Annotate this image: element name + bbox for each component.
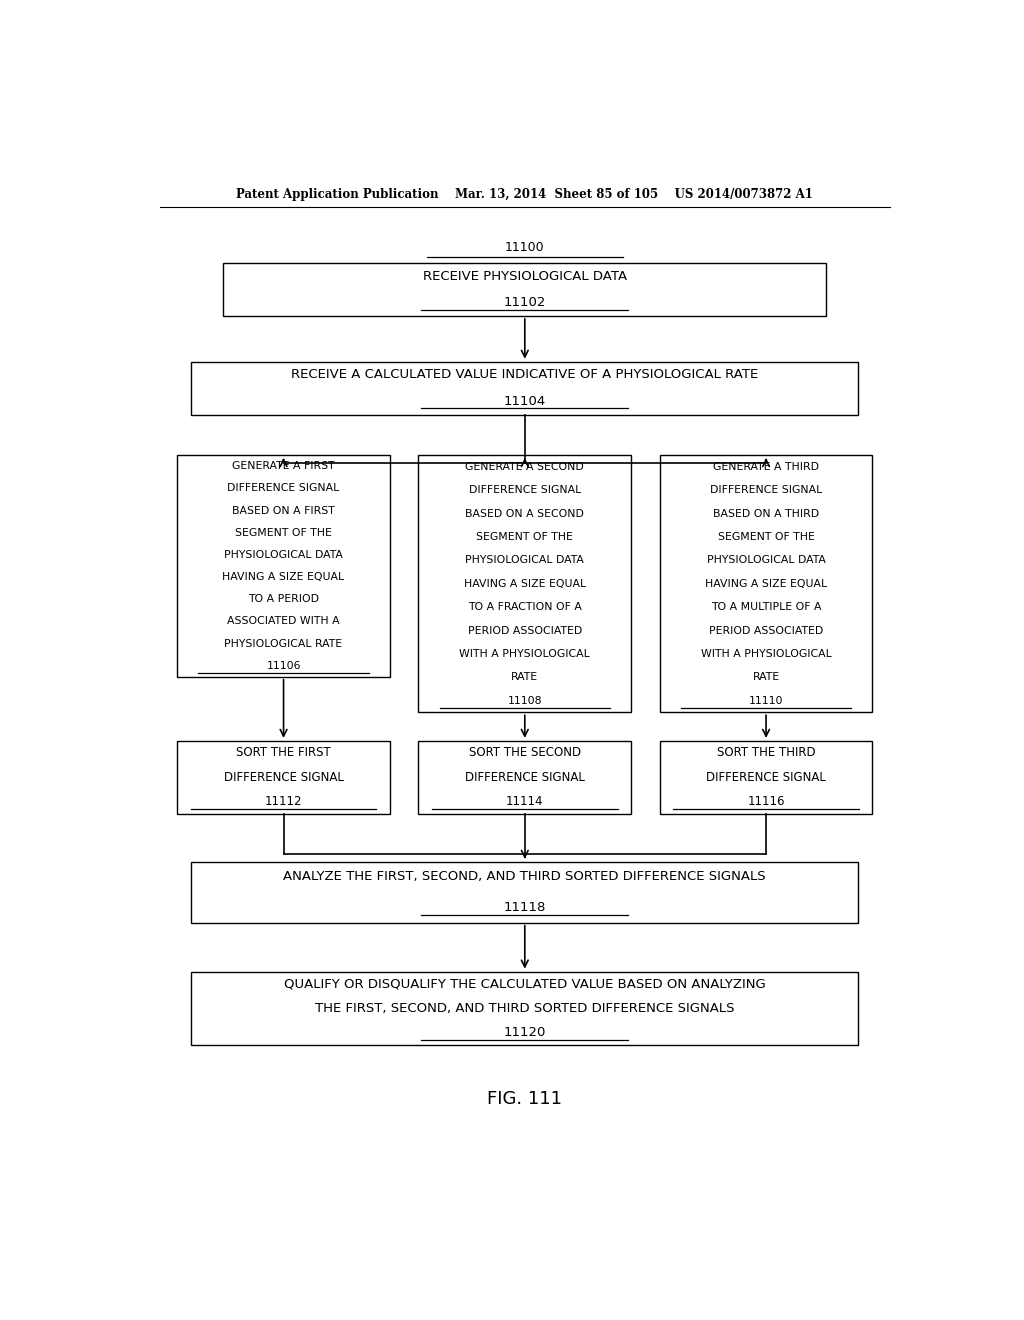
Text: DIFFERENCE SIGNAL: DIFFERENCE SIGNAL bbox=[223, 771, 343, 784]
Text: RATE: RATE bbox=[511, 672, 539, 682]
Text: GENERATE A THIRD: GENERATE A THIRD bbox=[713, 462, 819, 471]
FancyBboxPatch shape bbox=[177, 455, 390, 677]
Text: 11106: 11106 bbox=[266, 661, 301, 671]
Text: SORT THE FIRST: SORT THE FIRST bbox=[237, 747, 331, 759]
Text: 11100: 11100 bbox=[505, 242, 545, 255]
Text: SORT THE THIRD: SORT THE THIRD bbox=[717, 747, 815, 759]
Text: PHYSIOLOGICAL DATA: PHYSIOLOGICAL DATA bbox=[224, 550, 343, 560]
Text: FIG. 111: FIG. 111 bbox=[487, 1089, 562, 1107]
Text: GENERATE A SECOND: GENERATE A SECOND bbox=[466, 462, 584, 471]
Text: HAVING A SIZE EQUAL: HAVING A SIZE EQUAL bbox=[705, 578, 827, 589]
Text: RECEIVE PHYSIOLOGICAL DATA: RECEIVE PHYSIOLOGICAL DATA bbox=[423, 269, 627, 282]
Text: DIFFERENCE SIGNAL: DIFFERENCE SIGNAL bbox=[710, 486, 822, 495]
Text: 11120: 11120 bbox=[504, 1026, 546, 1039]
Text: WITH A PHYSIOLOGICAL: WITH A PHYSIOLOGICAL bbox=[460, 649, 590, 659]
Text: 11116: 11116 bbox=[748, 795, 784, 808]
Text: TO A MULTIPLE OF A: TO A MULTIPLE OF A bbox=[711, 602, 821, 612]
Text: SEGMENT OF THE: SEGMENT OF THE bbox=[718, 532, 814, 543]
FancyBboxPatch shape bbox=[419, 455, 631, 713]
Text: PHYSIOLOGICAL DATA: PHYSIOLOGICAL DATA bbox=[707, 556, 825, 565]
Text: BASED ON A SECOND: BASED ON A SECOND bbox=[465, 508, 585, 519]
Text: 11102: 11102 bbox=[504, 296, 546, 309]
Text: BASED ON A THIRD: BASED ON A THIRD bbox=[713, 508, 819, 519]
Text: 11114: 11114 bbox=[506, 795, 544, 808]
FancyBboxPatch shape bbox=[419, 741, 631, 814]
FancyBboxPatch shape bbox=[659, 741, 872, 814]
Text: SEGMENT OF THE: SEGMENT OF THE bbox=[476, 532, 573, 543]
FancyBboxPatch shape bbox=[191, 362, 858, 414]
Text: TO A FRACTION OF A: TO A FRACTION OF A bbox=[468, 602, 582, 612]
Text: QUALIFY OR DISQUALIFY THE CALCULATED VALUE BASED ON ANALYZING: QUALIFY OR DISQUALIFY THE CALCULATED VAL… bbox=[284, 977, 766, 990]
Text: DIFFERENCE SIGNAL: DIFFERENCE SIGNAL bbox=[465, 771, 585, 784]
Text: 11118: 11118 bbox=[504, 902, 546, 913]
Text: GENERATE A FIRST: GENERATE A FIRST bbox=[232, 461, 335, 471]
Text: BASED ON A FIRST: BASED ON A FIRST bbox=[232, 506, 335, 516]
Text: DIFFERENCE SIGNAL: DIFFERENCE SIGNAL bbox=[707, 771, 826, 784]
Text: PHYSIOLOGICAL DATA: PHYSIOLOGICAL DATA bbox=[465, 556, 585, 565]
Text: DIFFERENCE SIGNAL: DIFFERENCE SIGNAL bbox=[469, 486, 581, 495]
Text: 11110: 11110 bbox=[749, 696, 783, 706]
Text: HAVING A SIZE EQUAL: HAVING A SIZE EQUAL bbox=[464, 578, 586, 589]
FancyBboxPatch shape bbox=[191, 972, 858, 1044]
Text: ASSOCIATED WITH A: ASSOCIATED WITH A bbox=[227, 616, 340, 627]
Text: DIFFERENCE SIGNAL: DIFFERENCE SIGNAL bbox=[227, 483, 340, 494]
Text: SORT THE SECOND: SORT THE SECOND bbox=[469, 747, 581, 759]
Text: PERIOD ASSOCIATED: PERIOD ASSOCIATED bbox=[709, 626, 823, 635]
Text: PHYSIOLOGICAL RATE: PHYSIOLOGICAL RATE bbox=[224, 639, 343, 648]
FancyBboxPatch shape bbox=[223, 263, 826, 315]
FancyBboxPatch shape bbox=[659, 455, 872, 713]
Text: Patent Application Publication    Mar. 13, 2014  Sheet 85 of 105    US 2014/0073: Patent Application Publication Mar. 13, … bbox=[237, 189, 813, 202]
FancyBboxPatch shape bbox=[177, 741, 390, 814]
Text: HAVING A SIZE EQUAL: HAVING A SIZE EQUAL bbox=[222, 572, 345, 582]
Text: THE FIRST, SECOND, AND THIRD SORTED DIFFERENCE SIGNALS: THE FIRST, SECOND, AND THIRD SORTED DIFF… bbox=[315, 1002, 734, 1015]
Text: WITH A PHYSIOLOGICAL: WITH A PHYSIOLOGICAL bbox=[700, 649, 831, 659]
Text: RATE: RATE bbox=[753, 672, 779, 682]
Text: 11104: 11104 bbox=[504, 395, 546, 408]
FancyBboxPatch shape bbox=[191, 862, 858, 923]
Text: TO A PERIOD: TO A PERIOD bbox=[248, 594, 319, 605]
Text: RECEIVE A CALCULATED VALUE INDICATIVE OF A PHYSIOLOGICAL RATE: RECEIVE A CALCULATED VALUE INDICATIVE OF… bbox=[291, 368, 759, 381]
Text: ANALYZE THE FIRST, SECOND, AND THIRD SORTED DIFFERENCE SIGNALS: ANALYZE THE FIRST, SECOND, AND THIRD SOR… bbox=[284, 870, 766, 883]
Text: 11112: 11112 bbox=[265, 795, 302, 808]
Text: SEGMENT OF THE: SEGMENT OF THE bbox=[236, 528, 332, 537]
Text: PERIOD ASSOCIATED: PERIOD ASSOCIATED bbox=[468, 626, 582, 635]
Text: 11108: 11108 bbox=[508, 696, 542, 706]
